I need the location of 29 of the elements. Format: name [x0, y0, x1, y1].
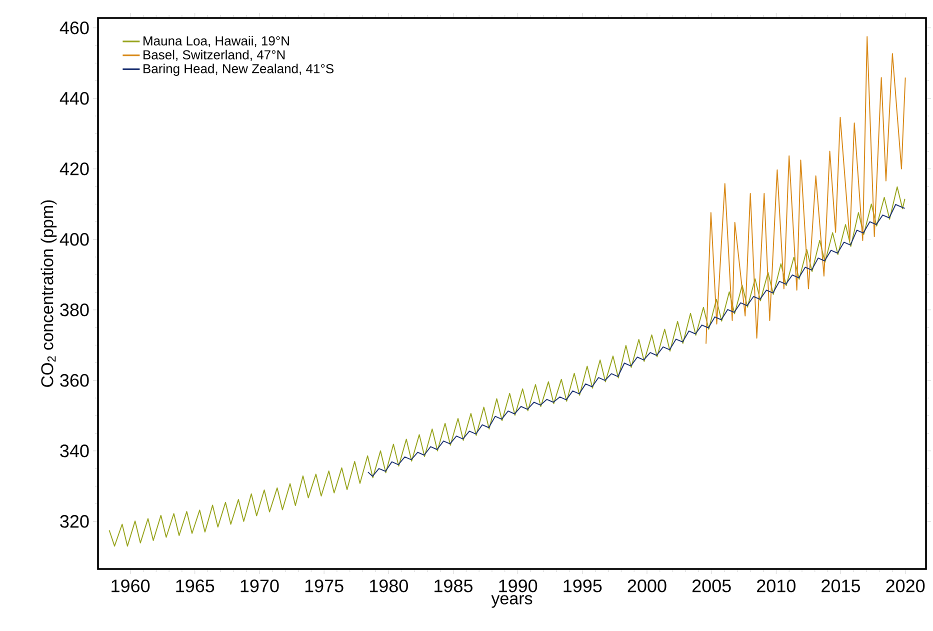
legend-label: Baring Head, New Zealand, 41°S [144, 64, 334, 76]
x-tick-label: 1970 [240, 580, 279, 592]
x-tick-label: 1965 [176, 580, 214, 592]
x-tick-label: 1990 [499, 580, 538, 592]
x-tick-label: 1985 [434, 580, 472, 592]
x-tick-label: 1980 [370, 580, 408, 592]
y-tick-label: 360 [60, 374, 89, 387]
line-series [706, 36, 906, 344]
x-tick-label: 2005 [692, 580, 731, 592]
y-tick-label: 420 [60, 162, 89, 176]
x-axis-title: years [491, 595, 532, 608]
x-tick-label: 2015 [822, 580, 860, 592]
x-tick-label: 2000 [628, 580, 666, 592]
y-tick-label: 320 [60, 515, 89, 528]
legend-label: Basel, Switzerland, 47°N [144, 50, 285, 61]
x-tick-label: 2020 [886, 580, 925, 592]
y-tick-label: 380 [60, 304, 89, 316]
y-tick-label: 440 [60, 92, 89, 105]
y-tick-label: 340 [60, 444, 89, 458]
y-tick-label: 460 [60, 22, 89, 34]
legend-label: Mauna Loa, Hawaii, 19°N [144, 36, 289, 48]
x-tick-label: 1995 [564, 580, 602, 592]
x-tick-label: 1975 [305, 580, 344, 592]
line-series [108, 186, 906, 547]
line-series [367, 204, 906, 477]
y-tick-label: 400 [60, 233, 89, 246]
x-tick-label: 1960 [112, 580, 150, 592]
x-tick-label: 2010 [757, 580, 796, 592]
y-axis-title: CO$_{2}$ concentration (ppm) [40, 200, 57, 387]
